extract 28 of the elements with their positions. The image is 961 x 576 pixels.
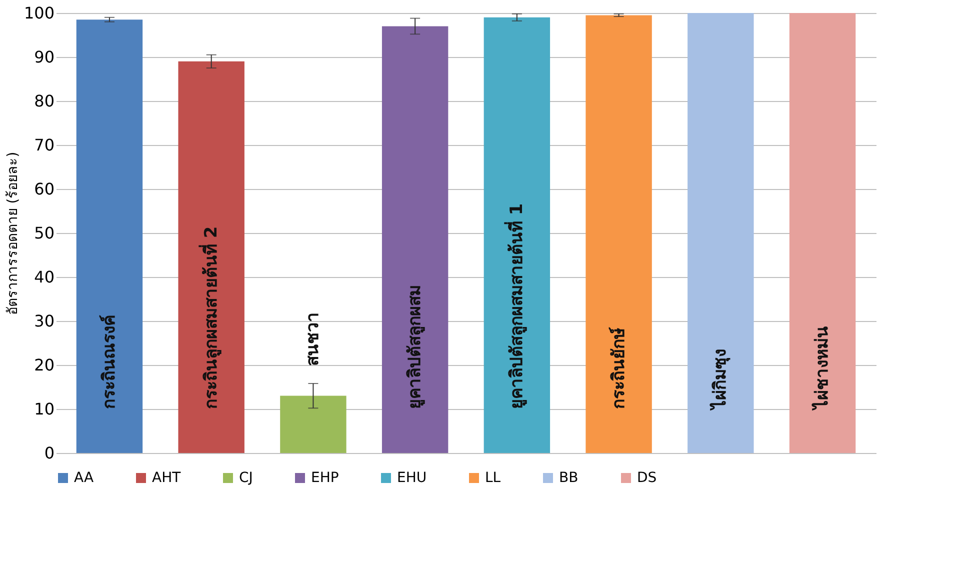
y-tick-label: 50 bbox=[34, 224, 54, 242]
y-tick-label: 60 bbox=[34, 180, 54, 198]
y-tick-label: 30 bbox=[34, 312, 54, 330]
y-tick-label: 100 bbox=[24, 4, 54, 22]
annotation: กระถินณรงค์ bbox=[98, 315, 120, 409]
legend-label: DS bbox=[637, 470, 657, 486]
y-tick-label: 0 bbox=[44, 444, 54, 462]
y-axis-title: อัตราการรอดตาย (ร้อยละ) bbox=[4, 152, 21, 316]
annotation: ไผ่กิมซุง bbox=[710, 349, 731, 411]
annotation: กระถินลูกผสมสายต้นที่ 2 bbox=[198, 226, 222, 409]
annotation: ไผ่ชางหม่น bbox=[812, 326, 833, 411]
legend-label: AA bbox=[74, 470, 94, 486]
y-tick-label: 40 bbox=[34, 268, 54, 286]
legend-label: EHP bbox=[311, 470, 339, 486]
legend-label: CJ bbox=[239, 470, 253, 486]
y-tick-label: 90 bbox=[34, 48, 54, 66]
annotation: กระถินยักษ์ bbox=[608, 327, 629, 409]
annotation: ยูคาลิปตัสลูกผสมสายต้นที่ 1 bbox=[504, 203, 528, 409]
legend-label: EHU bbox=[397, 470, 427, 486]
legend-label: AHT bbox=[152, 470, 182, 486]
y-tick-label: 80 bbox=[34, 92, 54, 110]
y-tick-label: 10 bbox=[34, 400, 54, 418]
y-tick-label: 70 bbox=[34, 136, 54, 154]
annotation: ยูคาลิปตัสลูกผสม bbox=[405, 285, 426, 409]
legend-label: BB bbox=[559, 470, 578, 486]
legend-label: LL bbox=[485, 470, 501, 486]
y-tick-label: 20 bbox=[34, 356, 54, 374]
annotation: สนชวา bbox=[303, 312, 324, 366]
